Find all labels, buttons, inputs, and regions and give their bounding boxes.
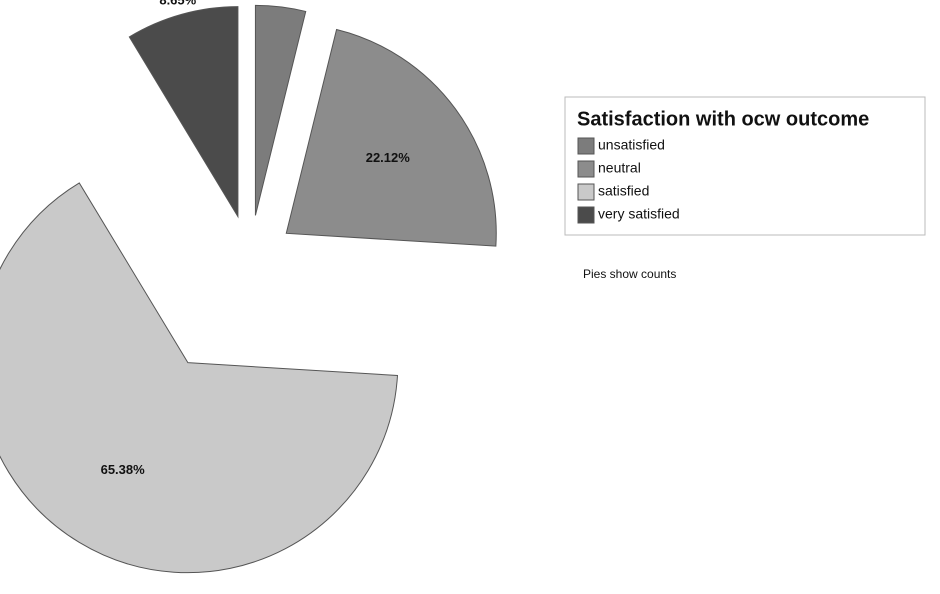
pie-slice (285, 28, 497, 247)
note: Pies show counts (583, 267, 676, 281)
legend-swatch (577, 160, 595, 178)
legend-box (564, 96, 926, 236)
pie-slice (0, 182, 399, 574)
data-label: 22.12% (366, 150, 411, 165)
legend-label: neutral (598, 160, 641, 176)
legend-label: very satisfied (598, 206, 680, 222)
data-label: 65.38% (101, 462, 146, 477)
pie-slice (128, 6, 239, 219)
legend-label: unsatisfied (598, 137, 665, 153)
legend-swatch (577, 206, 595, 224)
legend-swatch (577, 137, 595, 155)
data-label: 8.65% (159, 0, 196, 7)
legend-title: Satisfaction with ocw outcome (577, 108, 869, 130)
legend-label: satisfied (598, 183, 649, 199)
legend-swatch (577, 183, 595, 201)
pie-slice (254, 4, 307, 216)
